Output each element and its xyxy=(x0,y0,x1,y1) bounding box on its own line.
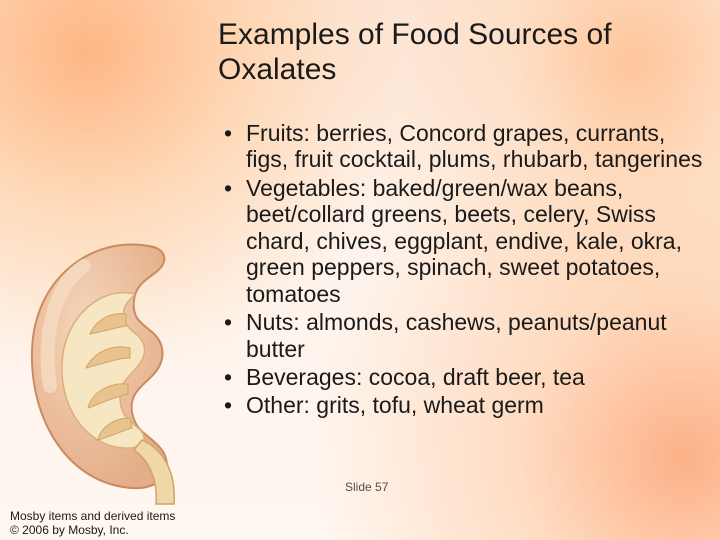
slide: Examples of Food Sources of Oxalates Fru… xyxy=(0,0,720,540)
kidney-illustration xyxy=(14,236,204,506)
slide-number: Slide 57 xyxy=(345,480,388,494)
slide-body: Fruits: berries, Concord grapes, currant… xyxy=(218,120,708,421)
bullet-item: Other: grits, tofu, wheat germ xyxy=(218,392,708,418)
slide-title: Examples of Food Sources of Oxalates xyxy=(218,18,688,87)
bullet-item: Fruits: berries, Concord grapes, currant… xyxy=(218,120,708,173)
bullet-list: Fruits: berries, Concord grapes, currant… xyxy=(218,120,708,419)
bullet-item: Vegetables: baked/green/wax beans, beet/… xyxy=(218,175,708,307)
bullet-item: Beverages: cocoa, draft beer, tea xyxy=(218,364,708,390)
bullet-item: Nuts: almonds, cashews, peanuts/peanut b… xyxy=(218,309,708,362)
copyright-text: Mosby items and derived items © 2006 by … xyxy=(10,510,180,538)
